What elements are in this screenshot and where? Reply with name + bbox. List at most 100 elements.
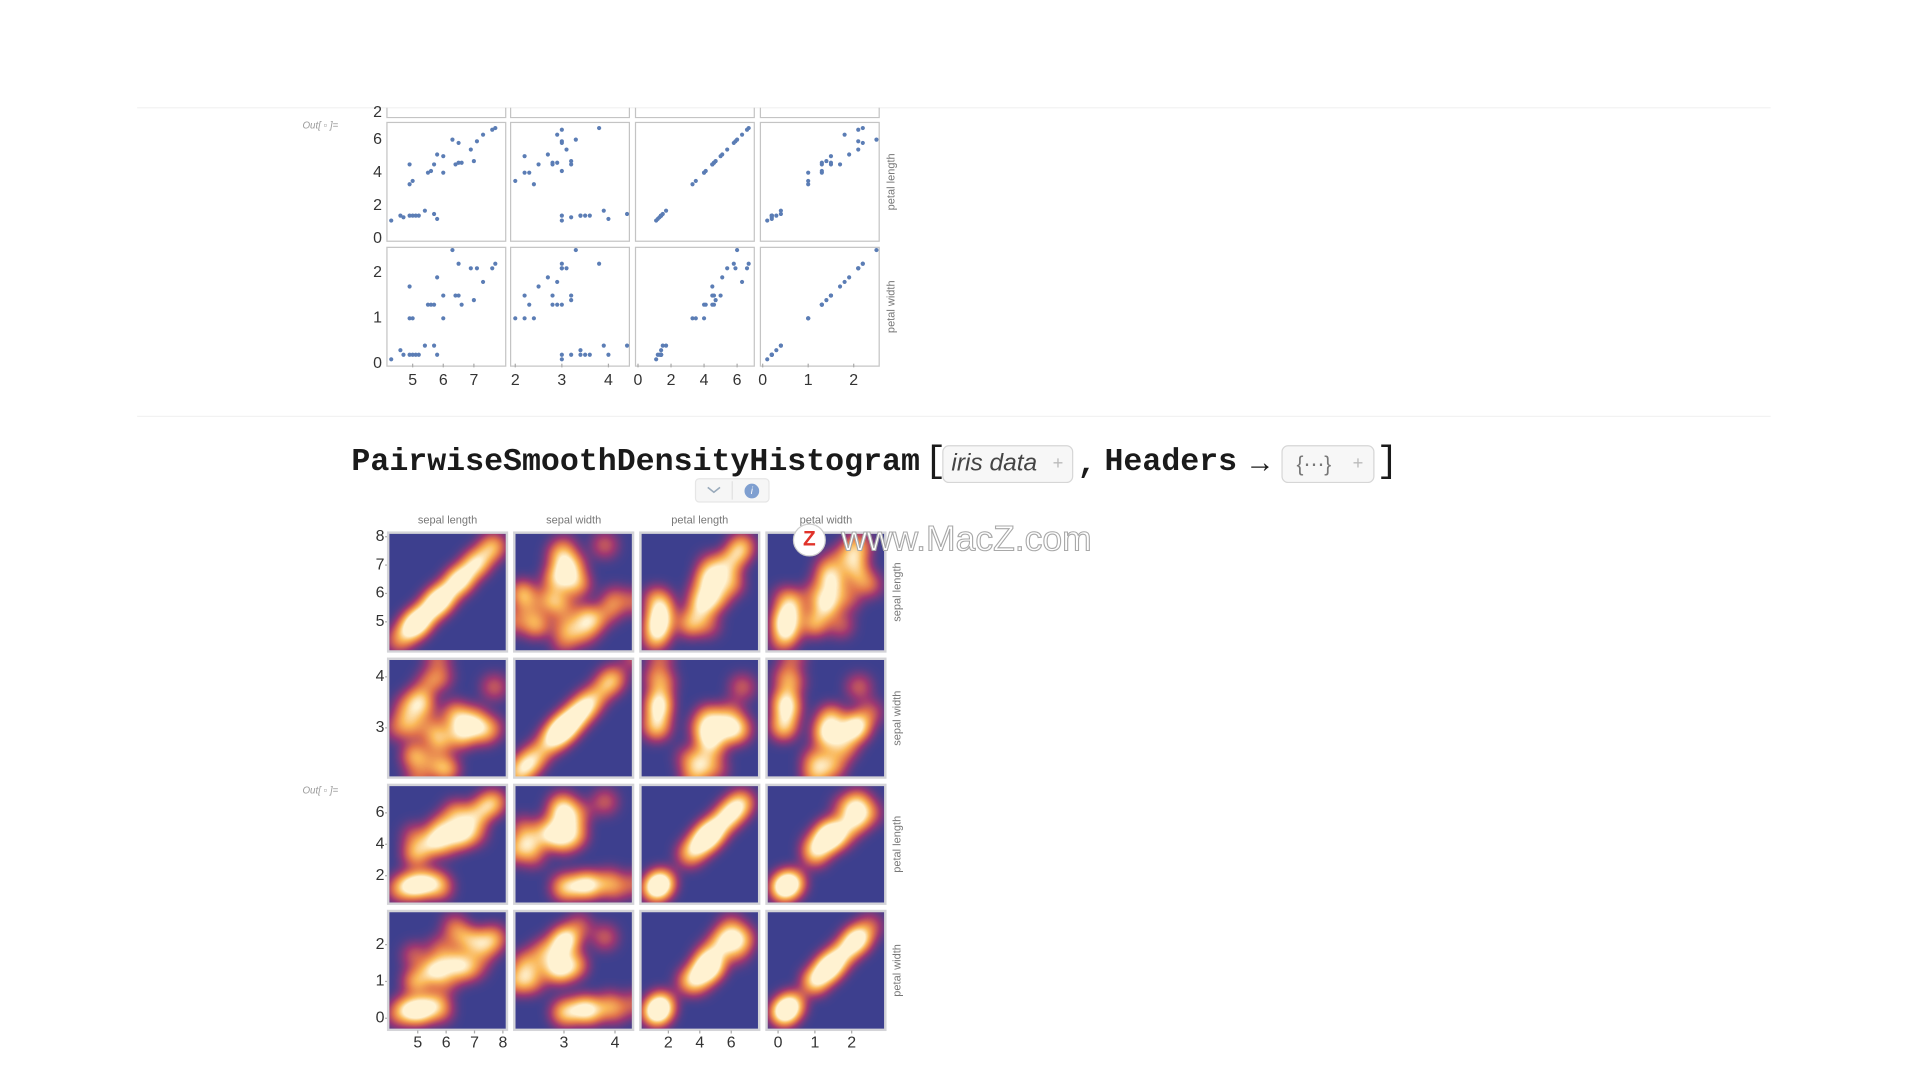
scatter-point — [522, 293, 527, 298]
density-field — [770, 660, 882, 777]
value-text[interactable]: {⋯} — [1297, 453, 1332, 476]
density-panel — [389, 790, 506, 901]
scatter-point — [474, 139, 480, 144]
density-field — [770, 915, 882, 1026]
panel-frame — [510, 107, 630, 119]
scatter-point — [624, 343, 630, 348]
scatter-point — [559, 127, 564, 132]
scatter-point — [842, 279, 847, 285]
scatter-point — [725, 147, 730, 152]
density-kernel — [389, 630, 409, 651]
density-kernel — [460, 929, 483, 952]
density-kernel — [829, 613, 852, 636]
plus-icon[interactable]: + — [1053, 452, 1064, 473]
density-kernel — [704, 757, 727, 777]
column-header: petal length — [671, 514, 728, 526]
y-tick-label: 6 — [376, 804, 385, 821]
info-icon[interactable]: i — [751, 486, 754, 497]
scatter-point — [456, 140, 461, 146]
y-tick-label: 1 — [373, 310, 382, 327]
y-tick-label: 4 — [373, 164, 382, 181]
scatter-point — [398, 348, 403, 353]
watermark: Z www.MacZ.com — [792, 518, 1092, 559]
scatter-point — [480, 132, 486, 137]
scatter-point — [720, 275, 725, 280]
scatter-point — [559, 266, 564, 271]
scatter-point — [569, 159, 574, 164]
scatter-point — [401, 215, 406, 220]
arg-box[interactable] — [942, 445, 1074, 484]
x-tick-label: 3 — [557, 372, 566, 389]
scatter-point — [550, 293, 555, 298]
scatter-point — [425, 302, 431, 307]
scatter-point — [531, 182, 536, 187]
scatter-point — [806, 178, 811, 184]
density-kernel — [483, 534, 506, 557]
function-name[interactable]: PairwiseSmoothDensityHistogram — [351, 445, 920, 480]
scatter-point — [731, 140, 736, 146]
scatter-point — [407, 284, 412, 289]
density-kernel — [731, 926, 754, 949]
density-kernel — [731, 534, 754, 557]
chevron-button[interactable] — [707, 486, 721, 494]
density-panel — [770, 534, 882, 651]
scatter-point — [555, 279, 560, 285]
info-button[interactable] — [744, 483, 760, 499]
density-kernel — [593, 676, 616, 699]
density-kernel — [710, 711, 733, 734]
density-kernel — [515, 970, 535, 993]
scatter-point — [583, 213, 588, 218]
scatter-point — [410, 213, 415, 218]
scatter-point — [555, 132, 560, 137]
density-kernel — [558, 929, 581, 952]
scatter-point — [522, 154, 527, 159]
scatter-point — [659, 352, 664, 357]
x-tick-label: 7 — [469, 372, 478, 389]
density-kernel — [593, 534, 616, 557]
density-kernel — [515, 952, 535, 975]
bracket: [ — [924, 441, 946, 483]
scatter-point — [569, 162, 574, 167]
arg-text[interactable]: iris data — [951, 450, 1037, 477]
scatter-point — [550, 162, 555, 167]
scatter-point — [432, 302, 437, 307]
y-tick-label: 0 — [373, 355, 382, 372]
input-cell[interactable]: PairwiseSmoothDensityHistogram [ iris da… — [351, 441, 1398, 483]
value-box[interactable] — [1281, 445, 1375, 484]
row-label: sepal width — [891, 691, 903, 746]
density-kernel — [822, 817, 845, 840]
out-label: Out[ ▫ ]= — [302, 121, 338, 132]
panel-frame — [759, 121, 880, 242]
density-kernel — [803, 757, 826, 777]
scatter-point — [806, 182, 811, 187]
scatter-point — [410, 352, 415, 357]
scatter-point — [559, 302, 564, 307]
density-kernel — [435, 817, 458, 840]
scatter-point — [459, 302, 464, 307]
density-kernel — [844, 811, 867, 834]
density-kernel — [429, 732, 452, 755]
scatter-point — [522, 316, 527, 321]
watermark-logo — [792, 523, 826, 557]
density-kernel — [647, 999, 670, 1022]
scatter-point — [413, 213, 418, 218]
scatter-point — [407, 182, 412, 187]
density-kernel — [435, 757, 458, 777]
plus-icon[interactable]: + — [1353, 452, 1364, 473]
scatter-point — [545, 152, 550, 157]
y-tick-label: 0 — [376, 1009, 385, 1026]
y-tick-label: 3 — [376, 719, 385, 736]
toolbar[interactable]: i — [694, 478, 770, 503]
scatter-point — [601, 208, 606, 213]
density-kernel — [483, 676, 506, 699]
option-name[interactable]: Headers — [1104, 445, 1237, 480]
density-kernel — [782, 660, 804, 668]
scatter-point — [513, 178, 518, 184]
scatter-point — [860, 261, 865, 266]
scatter-point — [422, 208, 427, 213]
density-field — [770, 790, 882, 901]
density-panel — [643, 660, 754, 777]
scatter-point — [493, 261, 498, 266]
bracket: ] — [1376, 441, 1398, 483]
